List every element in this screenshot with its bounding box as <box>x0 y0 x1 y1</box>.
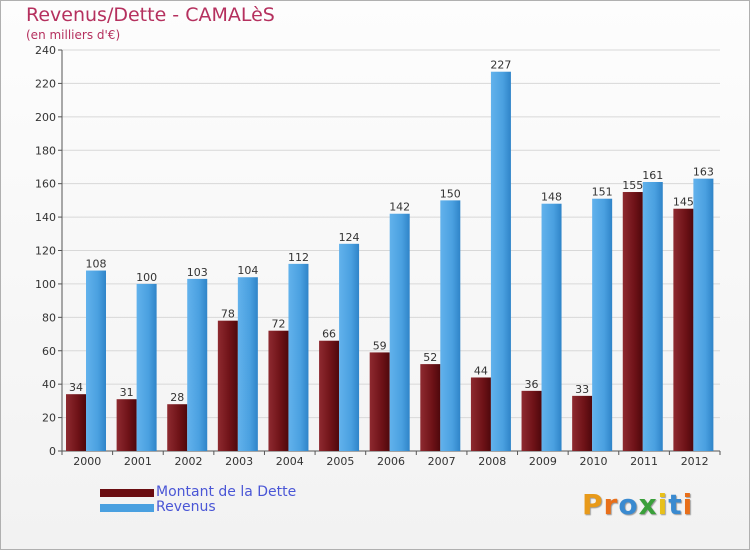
data-label: 148 <box>541 191 562 204</box>
legend-label-dette: Montant de la Dette <box>156 484 297 500</box>
revenus-bar <box>288 263 309 451</box>
revenus-bar <box>86 270 106 451</box>
x-tick-label: 2010 <box>579 455 607 468</box>
data-label: 142 <box>389 201 410 214</box>
y-tick-label: 40 <box>42 378 56 391</box>
y-tick-label: 60 <box>42 345 56 358</box>
data-label: 227 <box>490 59 511 72</box>
data-label: 28 <box>170 391 184 404</box>
y-tick-label: 120 <box>35 245 56 258</box>
data-label: 72 <box>271 318 285 331</box>
data-label: 150 <box>440 187 461 200</box>
chart-title: Revenus/Dette - CAMALèS <box>26 4 275 26</box>
logo-letter: x <box>638 488 658 521</box>
data-label: 78 <box>221 308 235 321</box>
x-tick-label: 2011 <box>630 455 658 468</box>
dette-bar <box>470 377 491 451</box>
logo-letter: r <box>603 488 619 521</box>
data-label: 34 <box>69 381 83 394</box>
dette-bar <box>268 330 289 451</box>
data-label: 163 <box>693 166 714 179</box>
data-label: 44 <box>474 364 488 377</box>
dette-bar <box>217 320 238 451</box>
x-tick-label: 2001 <box>124 455 152 468</box>
data-label: 108 <box>86 258 107 271</box>
revenus-bar <box>389 213 410 451</box>
x-tick-label: 2008 <box>478 455 506 468</box>
dette-bar <box>116 399 137 451</box>
data-label: 161 <box>642 169 663 182</box>
y-tick-label: 180 <box>35 144 56 157</box>
dette-bar <box>673 208 694 451</box>
revenus-bar <box>592 198 613 451</box>
data-label: 36 <box>525 378 539 391</box>
x-tick-label: 2003 <box>225 455 253 468</box>
x-tick-label: 2002 <box>175 455 203 468</box>
logo-letter: P <box>582 488 604 521</box>
data-label: 103 <box>187 266 208 279</box>
legend-swatch-revenus <box>100 504 154 512</box>
y-tick-label: 220 <box>35 77 56 90</box>
logo-letter: t <box>668 488 683 521</box>
data-label: 100 <box>136 271 157 284</box>
x-tick-label: 2007 <box>428 455 456 468</box>
dette-bar <box>420 364 441 451</box>
revenus-bar <box>541 203 562 451</box>
axes: 0 20 40 60 80 100 120 140 160 180 200 220 240 2000 200… <box>35 44 721 468</box>
x-tick-label: 2006 <box>377 455 405 468</box>
revenus-bar <box>490 71 511 452</box>
y-tick-label: 200 <box>35 111 56 124</box>
dette-bar <box>66 394 86 451</box>
chart-subtitle: (en milliers d'€) <box>26 28 121 42</box>
data-label: 31 <box>120 386 134 399</box>
revenus-bar <box>339 243 360 451</box>
logo-letter: i <box>682 488 694 521</box>
data-label: 145 <box>673 196 694 209</box>
data-label: 33 <box>575 383 589 396</box>
dette-bar <box>369 352 390 451</box>
y-tick-label: 140 <box>35 211 56 224</box>
data-label: 52 <box>423 351 437 364</box>
dette-bar <box>622 192 643 452</box>
dette-bar <box>319 340 340 451</box>
data-labels: 34 108 31 100 28 103 78 104 72 112 66 124 59 142 52 150… <box>69 59 714 404</box>
bars <box>66 71 714 452</box>
revenus-bar <box>187 278 208 451</box>
data-label: 124 <box>339 231 360 244</box>
dette-bar <box>167 404 188 451</box>
y-tick-label: 100 <box>35 278 56 291</box>
revenus-bar <box>440 200 461 451</box>
y-tick-label: 80 <box>42 311 56 324</box>
dette-bar <box>572 395 593 451</box>
data-label: 151 <box>592 186 613 199</box>
data-label: 112 <box>288 251 309 264</box>
proxiti-logo: Proxiti <box>582 488 693 521</box>
data-label: 66 <box>322 328 336 341</box>
x-tick-label: 2004 <box>276 455 304 468</box>
y-tick-label: 20 <box>42 412 56 425</box>
revenus-bar <box>693 178 714 451</box>
legend-swatch-dette <box>100 489 154 497</box>
data-label: 155 <box>622 179 643 192</box>
revenus-bar <box>237 277 258 451</box>
legend-label-revenus: Revenus <box>156 499 216 515</box>
logo-letter: i <box>657 488 669 521</box>
data-label: 104 <box>237 264 258 277</box>
data-label: 59 <box>373 339 387 352</box>
y-tick-label: 0 <box>49 445 56 458</box>
revenus-bar <box>642 181 663 451</box>
y-tick-label: 240 <box>35 44 56 57</box>
dette-bar <box>521 390 542 451</box>
x-tick-label: 2009 <box>529 455 557 468</box>
revenus-bar <box>136 283 157 451</box>
x-tick-label: 2012 <box>681 455 709 468</box>
x-tick-label: 2005 <box>326 455 354 468</box>
y-tick-label: 160 <box>35 178 56 191</box>
logo-letter: o <box>618 488 639 521</box>
x-tick-label: 2000 <box>73 455 101 468</box>
